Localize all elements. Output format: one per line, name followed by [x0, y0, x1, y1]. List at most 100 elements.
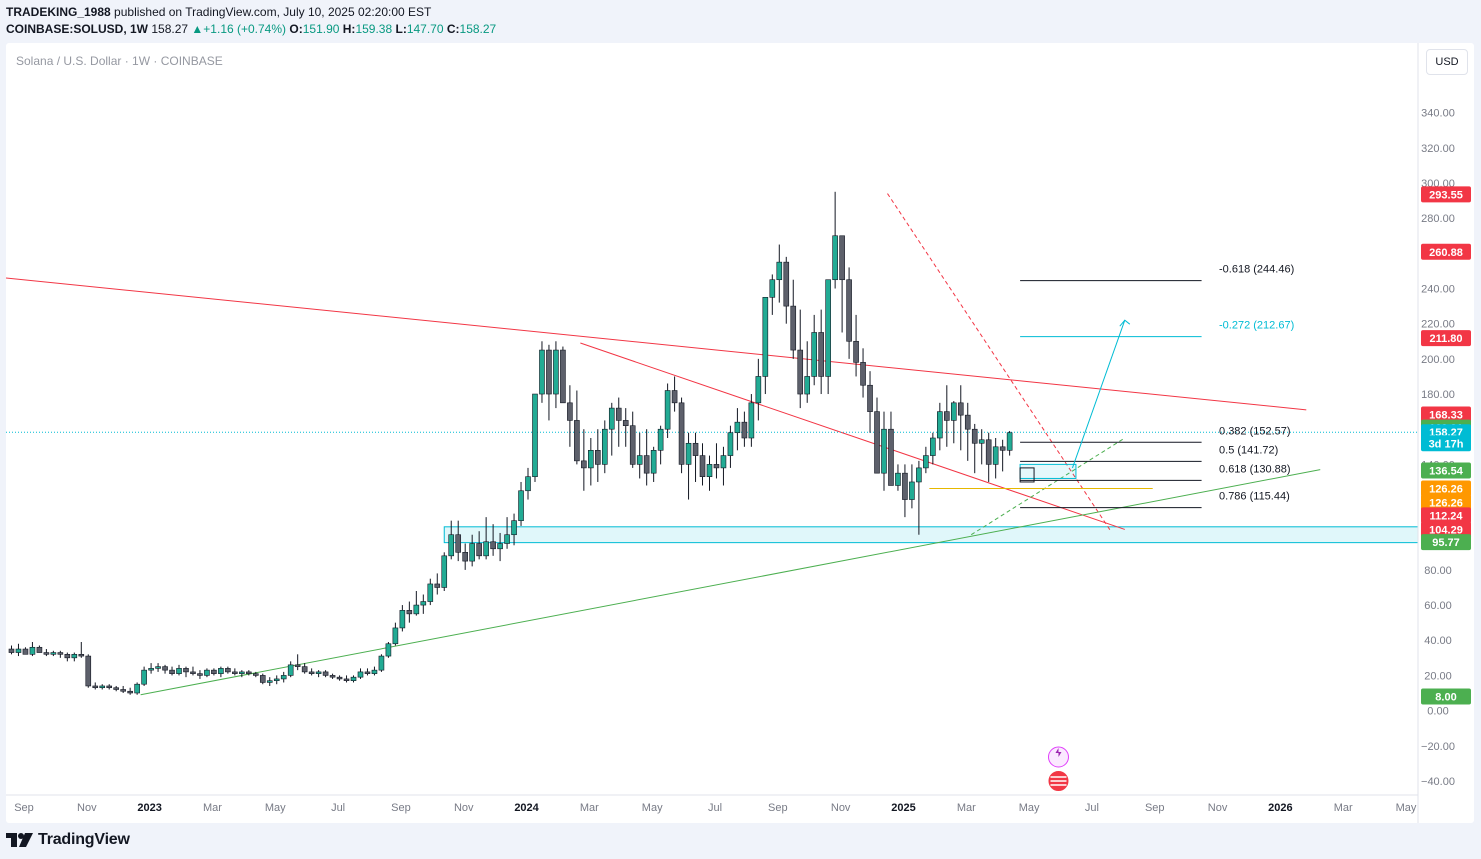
price-axis-tag	[1421, 406, 1471, 423]
candle-body	[357, 671, 364, 678]
y-tick-label: 220.00	[1421, 319, 1455, 331]
fib-level-label: -0.272 (212.67)	[1219, 320, 1294, 332]
candle-body	[985, 439, 992, 465]
price-axis-tag-label: 112.24	[1429, 510, 1463, 522]
candle-body	[232, 671, 238, 674]
publish-text: published on TradingView.com, July 10, 2…	[114, 5, 432, 19]
candle-body	[155, 666, 161, 669]
candle-body	[581, 460, 587, 469]
currency-button[interactable]: USD	[1426, 49, 1468, 75]
candle-body	[469, 543, 475, 562]
low-value: 147.70	[406, 22, 444, 36]
publish-header: TRADEKING_1988 published on TradingView.…	[0, 0, 1481, 42]
candle-body	[629, 425, 636, 465]
candle-body	[476, 543, 482, 557]
price-chart[interactable]: -0.618 (244.46) -0.272 (212.67) 0.382 (152…	[6, 43, 1474, 823]
candle-body	[888, 428, 894, 486]
fib-level-label: 0.5 (141.72)	[1219, 444, 1278, 456]
candle-body	[1006, 432, 1013, 451]
candle-body	[539, 349, 545, 395]
x-tick-label: Jul	[1085, 802, 1099, 814]
candle-body	[595, 450, 601, 465]
x-tick-label: Sep	[14, 802, 34, 814]
candle-body	[685, 442, 692, 465]
candle-body	[964, 414, 971, 430]
candle-body	[15, 648, 22, 653]
x-tick-label: Mar	[1334, 802, 1353, 814]
close-label: C:	[446, 22, 460, 36]
y-tick-label: 340.00	[1421, 108, 1455, 120]
candle-body	[350, 676, 357, 681]
candle-body	[57, 652, 64, 655]
x-tick-label: Jul	[708, 802, 722, 814]
candle-body	[608, 407, 615, 430]
candle-body	[860, 362, 866, 386]
candle-body	[141, 669, 147, 685]
candle-body	[874, 411, 880, 474]
price-axis-tag	[1421, 507, 1471, 524]
price-change: ▲+1.16 (+0.74%)	[191, 22, 286, 36]
candle-body	[225, 668, 231, 673]
x-tick-label: May	[1396, 802, 1417, 814]
chart-panel[interactable]: -0.618 (244.46) -0.272 (212.67) 0.382 (152…	[6, 43, 1474, 823]
price-axis-tag-label: 3d 17h	[1429, 438, 1464, 450]
x-tick-label: Nov	[831, 802, 851, 814]
chart-title: Solana / U.S. Dollar · 1W · COINBASE	[16, 54, 223, 68]
candle-body	[664, 390, 671, 430]
candle-body	[246, 671, 252, 674]
candle-body	[748, 402, 755, 439]
candle-body	[273, 678, 280, 681]
candle-body	[588, 450, 594, 469]
candle-body	[657, 428, 664, 451]
candle-body	[301, 666, 308, 673]
x-tick-label: Mar	[580, 802, 599, 814]
high-value: 159.38	[355, 22, 393, 36]
price-axis-tag	[1421, 462, 1471, 479]
candle-body	[134, 683, 140, 694]
candle-body	[999, 446, 1006, 451]
candle-body	[790, 305, 797, 351]
candle-body	[448, 534, 455, 557]
candle-body	[322, 671, 329, 676]
candle-body	[525, 476, 531, 492]
candle-body	[399, 610, 406, 629]
up-arrow-icon: ▲	[191, 22, 204, 36]
candle-body	[483, 541, 489, 557]
candle-body	[846, 279, 852, 342]
candle-body	[85, 655, 92, 687]
author-name[interactable]: TRADEKING_1988	[6, 5, 111, 19]
candle-body	[720, 455, 727, 469]
open-value: 151.90	[302, 22, 340, 36]
y-tick-label: −40.00	[1421, 776, 1455, 788]
candle-body	[455, 534, 462, 553]
candle-body	[336, 676, 343, 680]
candle-body	[692, 442, 699, 456]
candle-body	[71, 654, 78, 659]
price-axis-tag	[1421, 186, 1471, 203]
candle-body	[769, 279, 776, 298]
candle-body	[259, 675, 266, 683]
price-axis-tag-label: 95.77	[1432, 537, 1460, 549]
long-resistance-trendline	[6, 277, 1307, 411]
y-tick-label: 280.00	[1421, 213, 1455, 225]
tradingview-logo[interactable]: TradingView	[6, 831, 130, 849]
symbol-ohlc: COINBASE:SOLUSD, 1W 158.27 ▲+1.16 (+0.74…	[6, 22, 496, 36]
candle-body	[315, 671, 322, 674]
candle-body	[29, 646, 36, 655]
candle-body	[944, 411, 950, 421]
x-tick-label: Nov	[77, 802, 97, 814]
candle-body	[867, 384, 873, 412]
y-tick-label: 20.00	[1424, 670, 1452, 682]
candle-body	[546, 349, 552, 395]
candle-body	[567, 402, 573, 421]
flag-stripes-icon	[1050, 776, 1067, 786]
x-tick-label: Sep	[768, 802, 788, 814]
price-axis-tag	[1421, 494, 1471, 511]
dashed-resistance-line	[887, 193, 1112, 532]
x-tick-label: Jul	[331, 802, 345, 814]
price-change-value: +1.16 (+0.74%)	[203, 22, 287, 36]
candle-body	[950, 402, 957, 421]
close-value: 158.27	[459, 22, 497, 36]
candle-body	[553, 349, 559, 395]
dashed-support-line	[970, 437, 1126, 536]
